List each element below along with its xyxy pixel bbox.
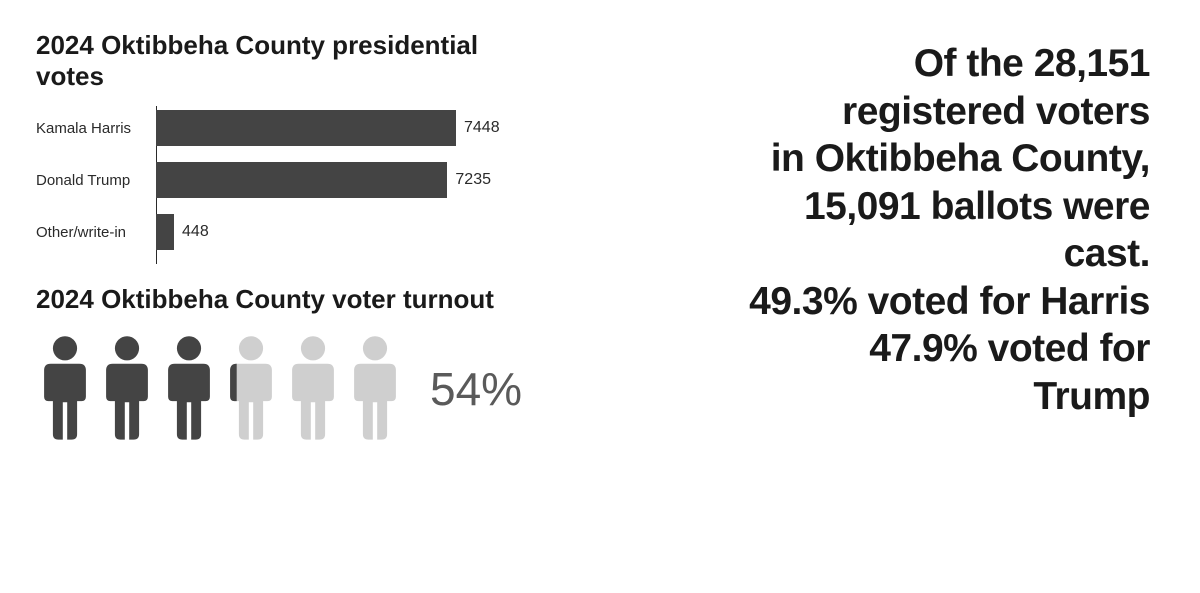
- person-icon: [284, 334, 342, 444]
- right-column: Of the 28,151registered votersin Oktibbe…: [596, 30, 1170, 573]
- left-column: 2024 Oktibbeha County presidential votes…: [36, 30, 596, 573]
- bar-track: 7235: [156, 158, 506, 202]
- bar-chart-title: 2024 Oktibbeha County presidential votes: [36, 30, 496, 92]
- bar-fill: [156, 214, 174, 250]
- turnout-people-row: 54%: [36, 334, 596, 444]
- bar-row: Other/write-in 448: [36, 210, 506, 254]
- bar-value: 7448: [464, 119, 500, 137]
- summary-text: Of the 28,151registered votersin Oktibbe…: [596, 40, 1150, 421]
- bar-value: 7235: [455, 171, 491, 189]
- bar-fill: [156, 162, 447, 198]
- person-icon: [98, 334, 156, 444]
- bar-row: Donald Trump 7235: [36, 158, 506, 202]
- bar-chart: Kamala Harris 7448 Donald Trump 7235 Other/w…: [36, 106, 506, 262]
- bar-label: Other/write-in: [36, 224, 156, 241]
- bar-label: Donald Trump: [36, 172, 156, 189]
- bar-track: 7448: [156, 106, 506, 150]
- turnout-title: 2024 Oktibbeha County voter turnout: [36, 284, 496, 315]
- bar-fill: [156, 110, 456, 146]
- bar-track: 448: [156, 210, 506, 254]
- person-icon: [222, 334, 280, 444]
- infographic-page: 2024 Oktibbeha County presidential votes…: [0, 0, 1200, 593]
- bar-label: Kamala Harris: [36, 120, 156, 137]
- person-icon: [346, 334, 404, 444]
- turnout-percent: 54%: [430, 362, 522, 416]
- bar-value: 448: [182, 223, 209, 241]
- bar-row: Kamala Harris 7448: [36, 106, 506, 150]
- person-icon: [160, 334, 218, 444]
- person-icon: [36, 334, 94, 444]
